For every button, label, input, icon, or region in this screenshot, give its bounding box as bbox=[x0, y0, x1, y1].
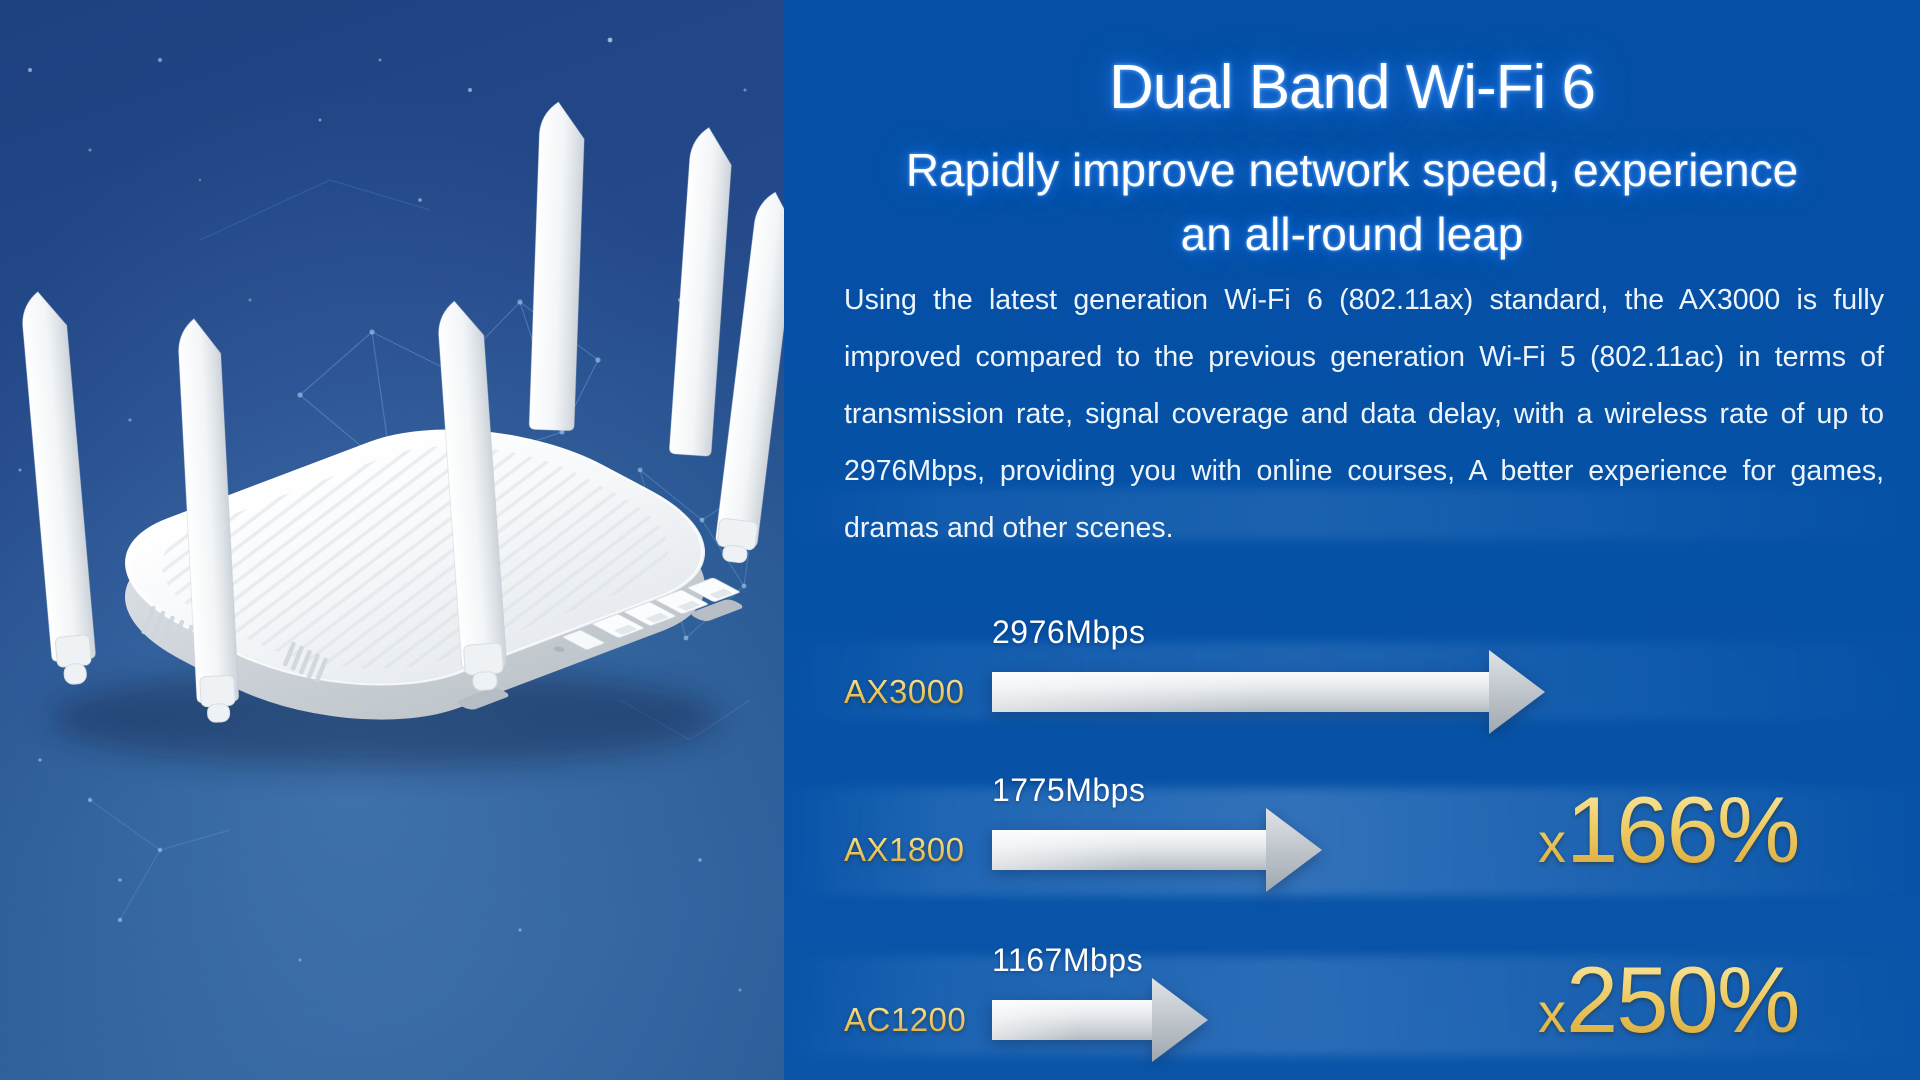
arrow-body bbox=[992, 1000, 1153, 1040]
arrow-body bbox=[992, 672, 1490, 712]
ethernet-ports bbox=[553, 577, 740, 652]
chart-row: 1775Mbps AX1800 bbox=[844, 772, 1322, 892]
page-title: Dual Band Wi-Fi 6 bbox=[1108, 53, 1596, 122]
chart-row: 1167Mbps AC1200 bbox=[844, 942, 1208, 1062]
antenna-icon bbox=[22, 291, 96, 662]
arrow-body bbox=[992, 830, 1267, 870]
subtitle-line-1: Rapidly improve network speed, experienc… bbox=[905, 144, 1799, 196]
subtitle-line-2: an all-round leap bbox=[1180, 208, 1524, 260]
arrow-head-icon bbox=[1152, 978, 1208, 1062]
chart-row: 2976Mbps AX3000 bbox=[844, 614, 1545, 734]
bar-line: AX3000 bbox=[844, 650, 1545, 734]
bar-category-label: AX3000 bbox=[844, 673, 992, 711]
arrow-head-icon bbox=[1266, 808, 1322, 892]
bar-category-label: AX1800 bbox=[844, 831, 992, 869]
bar-value-label: 2976Mbps bbox=[992, 614, 1146, 650]
multiplier-badge: x 250% bbox=[1538, 953, 1798, 1047]
router-image bbox=[22, 101, 784, 768]
router-scene-image bbox=[0, 0, 784, 1080]
speed-arrow bbox=[992, 650, 1545, 734]
product-image-panel bbox=[0, 0, 784, 1080]
speed-arrow bbox=[992, 808, 1322, 892]
bar-value-label: 1167Mbps bbox=[992, 942, 1144, 978]
antenna-icon bbox=[178, 318, 240, 704]
antenna-icon bbox=[528, 101, 585, 432]
bar-value-label: 1775Mbps bbox=[992, 772, 1146, 808]
info-panel: Dual Band Wi-Fi 6 Rapidly improve networ… bbox=[784, 0, 1920, 1080]
arrow-head-icon bbox=[1489, 650, 1545, 734]
router-body bbox=[124, 429, 743, 720]
antenna-icon bbox=[668, 126, 732, 457]
bar-category-label: AC1200 bbox=[844, 1001, 992, 1039]
multiplier-number: 166% bbox=[1566, 777, 1799, 882]
multiplier-x: x bbox=[1538, 811, 1566, 874]
multiplier-number: 250% bbox=[1566, 947, 1799, 1052]
antenna-hinges bbox=[54, 518, 758, 723]
page-subtitle: Rapidly improve network speed, experienc… bbox=[784, 138, 1920, 266]
multiplier-badge: x 166% bbox=[1538, 783, 1798, 877]
speed-arrow bbox=[992, 978, 1208, 1062]
antenna-icon bbox=[438, 300, 508, 670]
multiplier-x: x bbox=[1538, 981, 1566, 1044]
bar-line: AC1200 bbox=[844, 978, 1208, 1062]
bar-line: AX1800 bbox=[844, 808, 1322, 892]
description-text: Using the latest generation Wi-Fi 6 (802… bbox=[844, 284, 1884, 544]
